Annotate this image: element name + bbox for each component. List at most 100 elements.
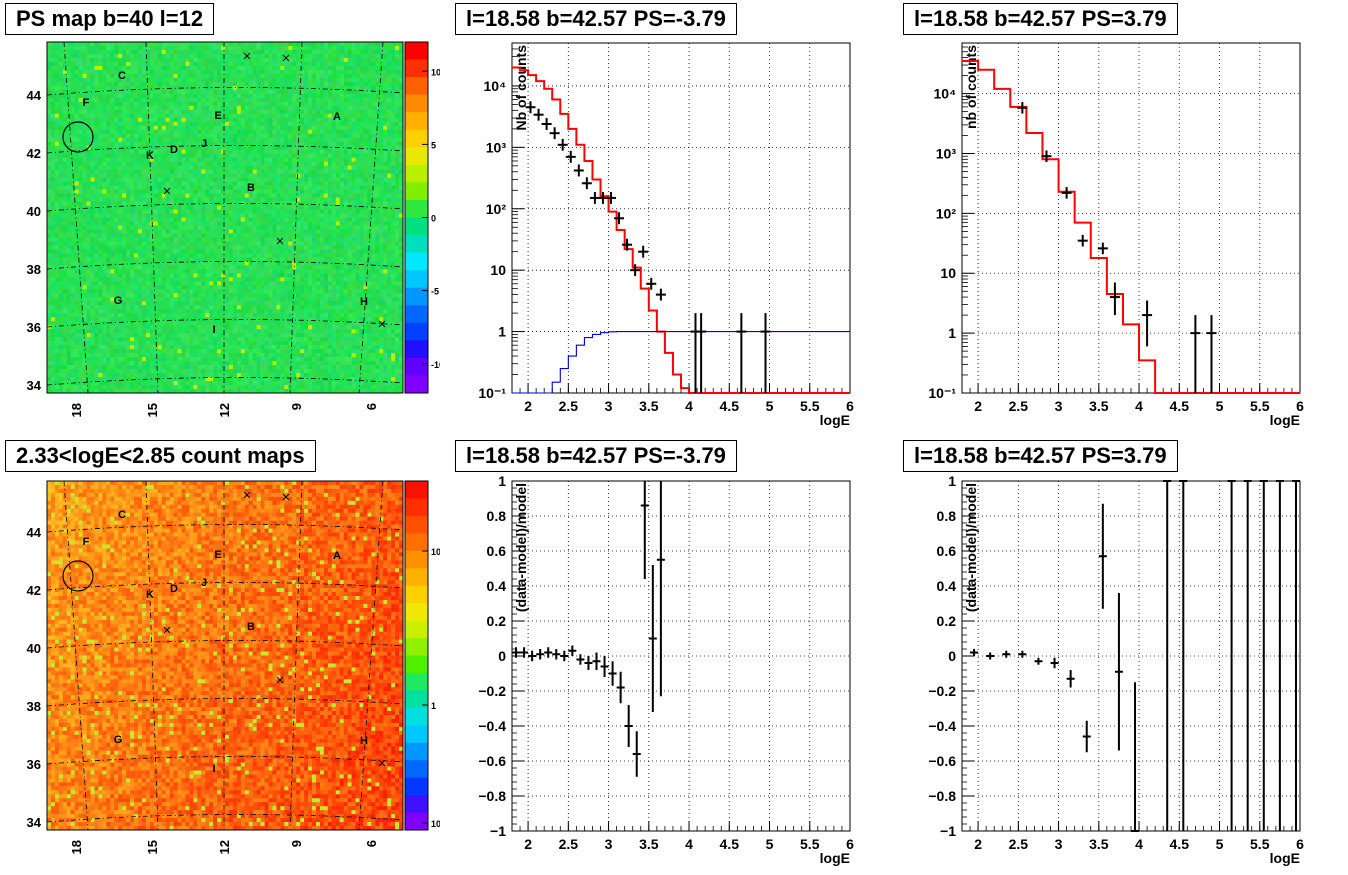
region-circle [62, 121, 94, 153]
map-frame [46, 41, 404, 394]
colorbar-swatch [405, 672, 428, 691]
y-tick-label: −0.2 [478, 683, 506, 699]
meridian-line [289, 41, 303, 394]
x-tick-label: 3.5 [639, 836, 659, 852]
colorbar-swatch [405, 638, 428, 656]
ps-map-chart: 34 36 38 40 42 44 18 15 12 9 6 C F E A K D J B G H I 10 5 0 -5 -10 [27, 41, 440, 417]
colorbar-swatch [405, 725, 428, 744]
source-label: J [201, 138, 207, 150]
map-y-tick-label: 40 [27, 204, 41, 219]
x-tick-label: 2.5 [559, 836, 579, 852]
y-tick-label: 0 [498, 648, 506, 664]
x-marker [378, 320, 386, 328]
meridian-line [145, 480, 159, 831]
x-tick-label: 5 [766, 836, 774, 852]
region-circle [62, 560, 94, 592]
x-tick-label: 2.5 [559, 398, 579, 414]
plot-frame [511, 42, 851, 394]
colorbar-swatch [405, 94, 428, 113]
x-marker [282, 54, 290, 62]
x-tick-label: 4 [1135, 398, 1143, 414]
map-y-tick-label: 40 [27, 641, 41, 656]
colorbar-swatch [405, 42, 428, 61]
y-tick-label: 0 [948, 648, 956, 664]
source-label: J [201, 577, 207, 589]
colorbar-swatch [405, 481, 428, 499]
colorbar-tick-label: 1 [431, 701, 436, 711]
colorbar-frame [404, 480, 429, 831]
x-tick-label: 6 [1296, 836, 1304, 852]
y-axis-label: (data-model)/model [963, 483, 979, 612]
colorbar-swatch [405, 585, 428, 604]
x-tick-label: 2.5 [1009, 398, 1029, 414]
heatmap-cells [47, 481, 404, 831]
source-label: F [83, 97, 90, 109]
source-label: D [170, 583, 178, 595]
map-y-tick-label: 42 [27, 583, 41, 598]
colorbar-swatch [405, 305, 428, 324]
y-axis-label: Nb of counts [513, 45, 529, 131]
x-marker [163, 187, 171, 195]
y-tick-label: 10² [486, 201, 507, 217]
x-tick-label: 5 [766, 398, 774, 414]
map-x-tick-label: 12 [217, 840, 232, 854]
colorbar-swatch [405, 112, 428, 131]
source-label: D [170, 144, 178, 156]
y-tick-label: 10 [490, 262, 506, 278]
x-marker [276, 237, 284, 245]
x-tick-label: 4 [685, 398, 693, 414]
colorbar-swatch [405, 795, 428, 814]
colorbar-swatch [405, 375, 428, 394]
colorbar-tick-label: -10 [431, 360, 440, 370]
y-tick-label: −1 [490, 823, 506, 839]
y-tick-label: −0.4 [928, 718, 956, 734]
colorbar-swatch [405, 603, 428, 622]
residuals-pos-title: l=18.58 b=42.57 PS=3.79 [903, 440, 1178, 472]
x-tick-label: 3 [605, 398, 613, 414]
y-tick-label: 0.2 [937, 613, 957, 629]
y-tick-label: 0.6 [487, 543, 507, 559]
y-tick-label: 10⁴ [934, 86, 957, 102]
source-label: E [214, 549, 221, 561]
meridian-line [289, 480, 303, 831]
colorbar-swatch [405, 742, 428, 761]
colorbar-swatch [405, 568, 428, 587]
colorbar-swatch [405, 147, 428, 166]
map-x-tick-label: 18 [69, 403, 84, 417]
map-x-tick-label: 9 [289, 840, 304, 847]
count-map-chart: 34 36 38 40 42 44 18 15 12 9 6 C F E A K D J B G H I 10 1 10⁻¹ [27, 480, 440, 854]
residuals-neg-title: l=18.58 b=42.57 PS=-3.79 [455, 440, 737, 472]
colorbar-swatch [405, 498, 428, 517]
y-tick-label: 1 [498, 473, 506, 489]
colorbar-swatch [405, 357, 428, 376]
map-y-tick-label: 34 [27, 815, 42, 830]
colorbar-swatch [405, 77, 428, 96]
x-tick-label: 4.5 [720, 836, 740, 852]
x-marker [276, 676, 284, 684]
source-label: I [212, 324, 215, 336]
colorbar-swatch [405, 620, 428, 639]
map-y-tick-label: 38 [27, 262, 41, 277]
x-tick-label: 4 [1135, 836, 1143, 852]
colorbar-swatch [405, 164, 428, 183]
meridian-line [63, 480, 89, 831]
y-axis-label: nb of counts [963, 45, 979, 129]
map-y-tick-label: 44 [27, 525, 42, 540]
x-tick-label: 5.5 [800, 398, 820, 414]
meridian-line [358, 480, 384, 831]
colorbar-swatch [405, 252, 428, 271]
colorbar-tick-label: 10 [431, 547, 440, 557]
colorbar-swatch [405, 655, 428, 674]
x-marker [282, 493, 290, 501]
x-marker [243, 52, 251, 60]
y-tick-label: 10² [936, 205, 957, 221]
x-tick-label: 3 [1055, 836, 1063, 852]
map-frame [46, 480, 404, 831]
y-tick-label: −0.6 [928, 753, 956, 769]
y-tick-label: −0.2 [928, 683, 956, 699]
x-tick-label: 3.5 [1089, 398, 1109, 414]
x-tick-label: 5 [1216, 836, 1224, 852]
y-tick-label: 0.2 [487, 613, 507, 629]
